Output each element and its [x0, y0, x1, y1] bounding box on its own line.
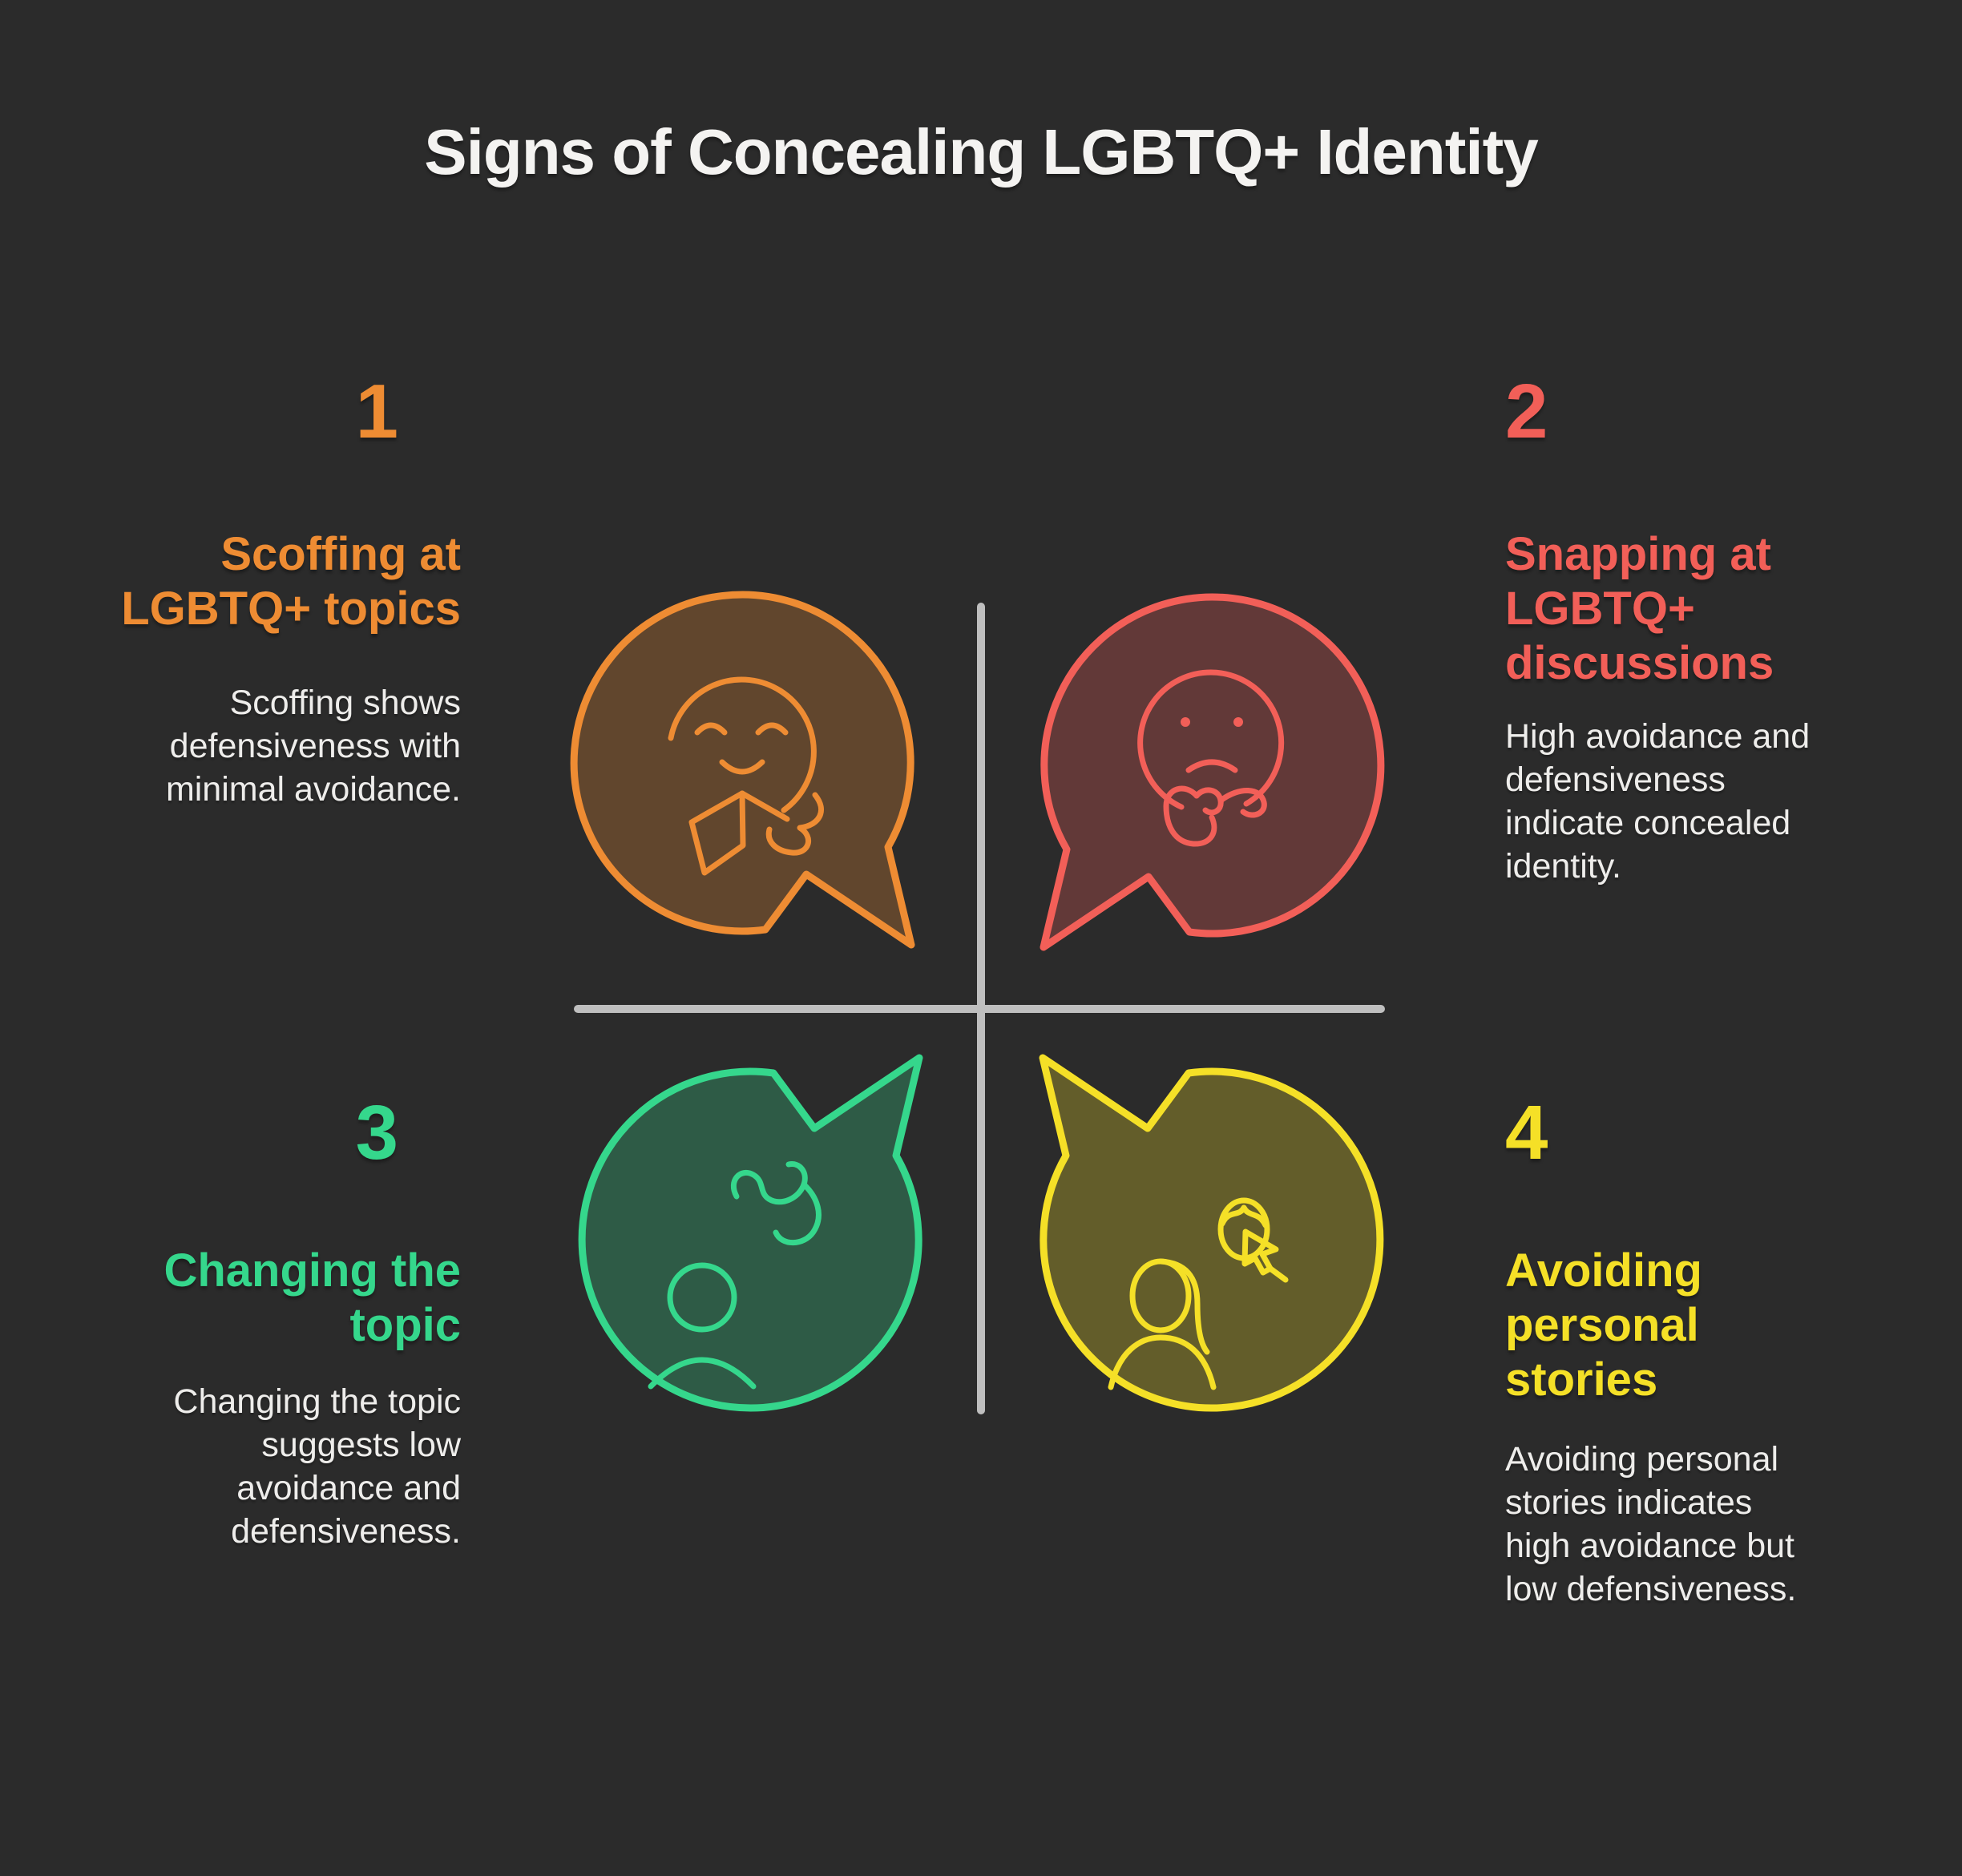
speech-bubble-avoiding-stories	[1039, 1054, 1384, 1412]
speech-bubble-outline	[578, 1054, 923, 1412]
speech-bubble-outline	[1040, 593, 1385, 951]
quadrant-1-description: Scoffing shows defensiveness with minima…	[165, 684, 461, 809]
quadrant-divider-vertical	[977, 603, 985, 1414]
left-eye-dot	[1181, 717, 1190, 727]
quadrant-1-heading: Scoffing at LGBTQ+ topics	[121, 528, 461, 635]
speech-bubble-snapping	[1040, 593, 1385, 951]
quadrant-2-number: 2	[1505, 369, 1548, 454]
quadrant-4-description: Avoiding personal stories indicates high…	[1505, 1440, 1797, 1608]
two-people-with-cursor-icon	[1108, 1197, 1289, 1390]
quadrant-4-heading: Avoiding personal stories	[1505, 1245, 1702, 1406]
smiling-face-reading-book-icon	[668, 676, 824, 876]
speech-bubble-scoffing	[570, 591, 915, 949]
person-with-squiggle-arrow-icon	[648, 1161, 822, 1390]
quadrant-3-number: 3	[355, 1090, 398, 1176]
right-eye-dot	[1233, 717, 1243, 727]
page-title: Signs of Concealing LGBTQ+ Identity	[424, 116, 1539, 188]
quadrant-4: 4 Avoiding personal stories Avoiding per…	[1505, 1095, 1906, 1611]
thinking-face-icon	[1137, 669, 1285, 847]
speech-bubble-outline	[1039, 1054, 1384, 1412]
quadrant-3: 3 Changing the topic Changing the topic …	[64, 1095, 461, 1553]
quadrant-2-heading: Snapping at LGBTQ+ discussions	[1505, 528, 1774, 689]
speech-bubble-changing-topic	[578, 1054, 923, 1412]
quadrant-1-number: 1	[355, 369, 398, 454]
quadrant-3-description: Changing the topic suggests low avoidanc…	[173, 1382, 461, 1551]
quadrant-3-heading: Changing the topic	[164, 1245, 461, 1351]
quadrant-4-number: 4	[1505, 1090, 1548, 1176]
quadrant-1: 1 Scoffing at LGBTQ+ topics Scoffing sho…	[64, 373, 461, 811]
quadrant-2: 2 Snapping at LGBTQ+ discussions High av…	[1505, 373, 1906, 888]
quadrant-2-description: High avoidance and defensiveness indicat…	[1505, 717, 1811, 886]
